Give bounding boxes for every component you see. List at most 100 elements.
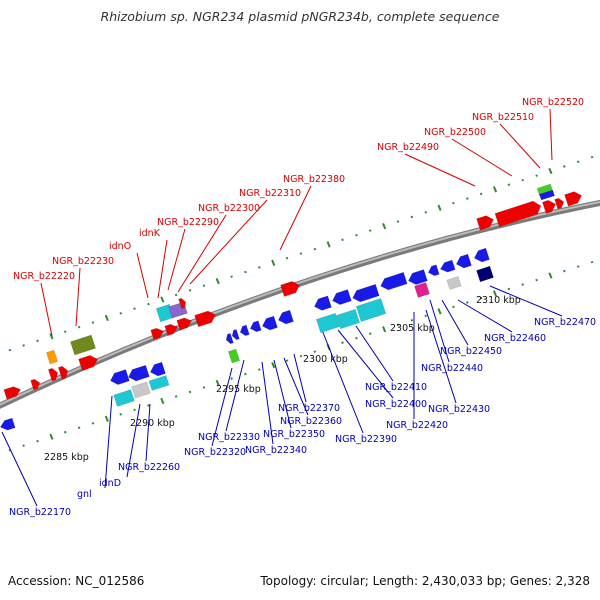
gene-label-NGR_b22430[interactable]: NGR_b22430 (428, 404, 490, 415)
gene-feature-cyan[interactable] (315, 312, 341, 334)
gene-feature-cyan[interactable] (113, 389, 135, 407)
gene-label-NGR_b22290[interactable]: NGR_b22290 (157, 217, 219, 228)
gene-feature-olive[interactable] (69, 334, 97, 356)
gene-label-NGR_b22350[interactable]: NGR_b22350 (263, 429, 325, 440)
gene-label-NGR_b22360[interactable]: NGR_b22360 (280, 416, 342, 427)
gene-label-NGR_b22260[interactable]: NGR_b22260 (118, 462, 180, 473)
tick-layer (8, 155, 594, 452)
gene-label-NGR_b22450[interactable]: NGR_b22450 (440, 346, 502, 357)
gene-feature-cyan[interactable] (148, 375, 170, 391)
gene-label-NGR_b22410[interactable]: NGR_b22410 (365, 382, 427, 393)
gene-feature-blue[interactable] (472, 247, 490, 264)
gene-feature-green[interactable] (227, 348, 241, 364)
gene-feature-cyan[interactable] (355, 297, 387, 323)
gene-feature-orange[interactable] (45, 349, 59, 365)
track-tick (535, 278, 538, 282)
gene-label-NGR_b22520[interactable]: NGR_b22520 (522, 97, 584, 108)
gene-feature-magenta[interactable] (414, 282, 430, 298)
gene-feature-blue[interactable] (239, 324, 250, 337)
gene-feature-blue[interactable] (379, 271, 408, 291)
genome-stats-text: Topology: circular; Length: 2,430,033 bp… (260, 574, 590, 588)
gene-feature-cyan[interactable] (335, 308, 361, 330)
track-tick (49, 433, 54, 440)
gene-feature-blue[interactable] (276, 309, 294, 326)
gene-label-NGR_b22230[interactable]: NGR_b22230 (52, 256, 114, 267)
track-tick (466, 197, 469, 200)
gene-label-idnK[interactable]: idnK (139, 228, 161, 239)
leader-line (189, 199, 268, 285)
scale-label: 2290 kbp (130, 418, 175, 429)
gene-feature-red[interactable] (542, 198, 557, 214)
gene-feature-blue[interactable] (331, 289, 352, 307)
gene-label-NGR_b22300[interactable]: NGR_b22300 (198, 203, 260, 214)
gene-feature-blue[interactable] (539, 189, 555, 201)
gene-label-NGR_b22470[interactable]: NGR_b22470 (534, 317, 596, 328)
gene-label-NGR_b22460[interactable]: NGR_b22460 (484, 333, 546, 344)
leader-line (499, 123, 541, 169)
gene-label-NGR_b22420[interactable]: NGR_b22420 (386, 420, 448, 431)
gene-feature-gray[interactable] (446, 276, 462, 290)
gene-feature-red[interactable] (30, 378, 42, 391)
gene-feature-blue[interactable] (407, 269, 428, 287)
gene-feature-red[interactable] (554, 197, 566, 210)
gene-feature-red[interactable] (178, 297, 188, 310)
gene-label-NGR_b22510[interactable]: NGR_b22510 (472, 112, 534, 123)
gene-feature-red[interactable] (564, 190, 584, 207)
track-tick (147, 404, 150, 407)
track-tick (466, 301, 469, 304)
track-tick (258, 266, 261, 269)
leader-line (549, 108, 553, 161)
gene-label-idnO[interactable]: idnO (109, 241, 131, 252)
gene-feature-blue[interactable] (231, 328, 240, 341)
gene-feature-red[interactable] (280, 280, 302, 297)
gene-feature-red[interactable] (47, 367, 59, 382)
gene-feature-red[interactable] (57, 365, 69, 380)
track-tick (437, 204, 442, 211)
track-tick (271, 361, 276, 369)
leader-line (225, 359, 245, 432)
gene-feature-blue[interactable] (454, 253, 472, 270)
gene-label-NGR_b22390[interactable]: NGR_b22390 (335, 434, 397, 445)
gene-feature-blue[interactable] (127, 364, 150, 383)
track-tick (299, 252, 303, 255)
gene-feature-blue[interactable] (313, 295, 332, 312)
gene-feature-red[interactable] (194, 309, 218, 328)
gene-feature-red[interactable] (476, 214, 496, 231)
gene-feature-blue[interactable] (427, 264, 440, 278)
gene-label-NGR_b22440[interactable]: NGR_b22440 (421, 363, 483, 374)
gene-label-NGR_b22170[interactable]: NGR_b22170 (9, 507, 71, 518)
gene-label-NGR_b22380[interactable]: NGR_b22380 (283, 174, 345, 185)
gene-feature-blue[interactable] (260, 315, 278, 332)
gene-label-NGR_b22320[interactable]: NGR_b22320 (184, 447, 246, 458)
gene-label-idnD[interactable]: idnD (99, 478, 121, 489)
gene-label-NGR_b22400[interactable]: NGR_b22400 (365, 399, 427, 410)
gene-feature-red[interactable] (164, 322, 180, 336)
gene-feature-red[interactable] (3, 385, 22, 400)
gene-feature-navy[interactable] (476, 265, 494, 283)
gene-feature-blue[interactable] (249, 320, 262, 334)
gene-feature-gray[interactable] (131, 381, 151, 399)
gene-label-NGR_b22330[interactable]: NGR_b22330 (198, 432, 260, 443)
gene-label-gnl[interactable]: gnl (77, 489, 92, 500)
gene-feature-blue[interactable] (439, 259, 456, 274)
gene-label-NGR_b22500[interactable]: NGR_b22500 (424, 127, 486, 138)
gene-feature-blue[interactable] (225, 332, 234, 345)
gene-feature-red[interactable] (494, 199, 543, 228)
gene-feature-blue[interactable] (148, 361, 166, 378)
gene-label-NGR_b22490[interactable]: NGR_b22490 (377, 142, 439, 153)
gene-feature-blue[interactable] (351, 283, 380, 303)
track-tick (188, 289, 192, 292)
gene-feature-red[interactable] (176, 316, 193, 331)
track-tick (382, 222, 387, 230)
track-tick (22, 444, 25, 447)
gene-label-NGR_b22220[interactable]: NGR_b22220 (13, 271, 75, 282)
gene-feature-blue[interactable] (0, 417, 16, 432)
gene-label-NGR_b22340[interactable]: NGR_b22340 (245, 445, 307, 456)
gene-feature-red[interactable] (150, 326, 166, 340)
gene-label-NGR_b22310[interactable]: NGR_b22310 (239, 188, 301, 199)
leader-line (429, 299, 450, 363)
gene-label-NGR_b22370[interactable]: NGR_b22370 (278, 403, 340, 414)
gene-feature-blue[interactable] (109, 369, 130, 387)
gene-feature-red[interactable] (78, 354, 100, 371)
